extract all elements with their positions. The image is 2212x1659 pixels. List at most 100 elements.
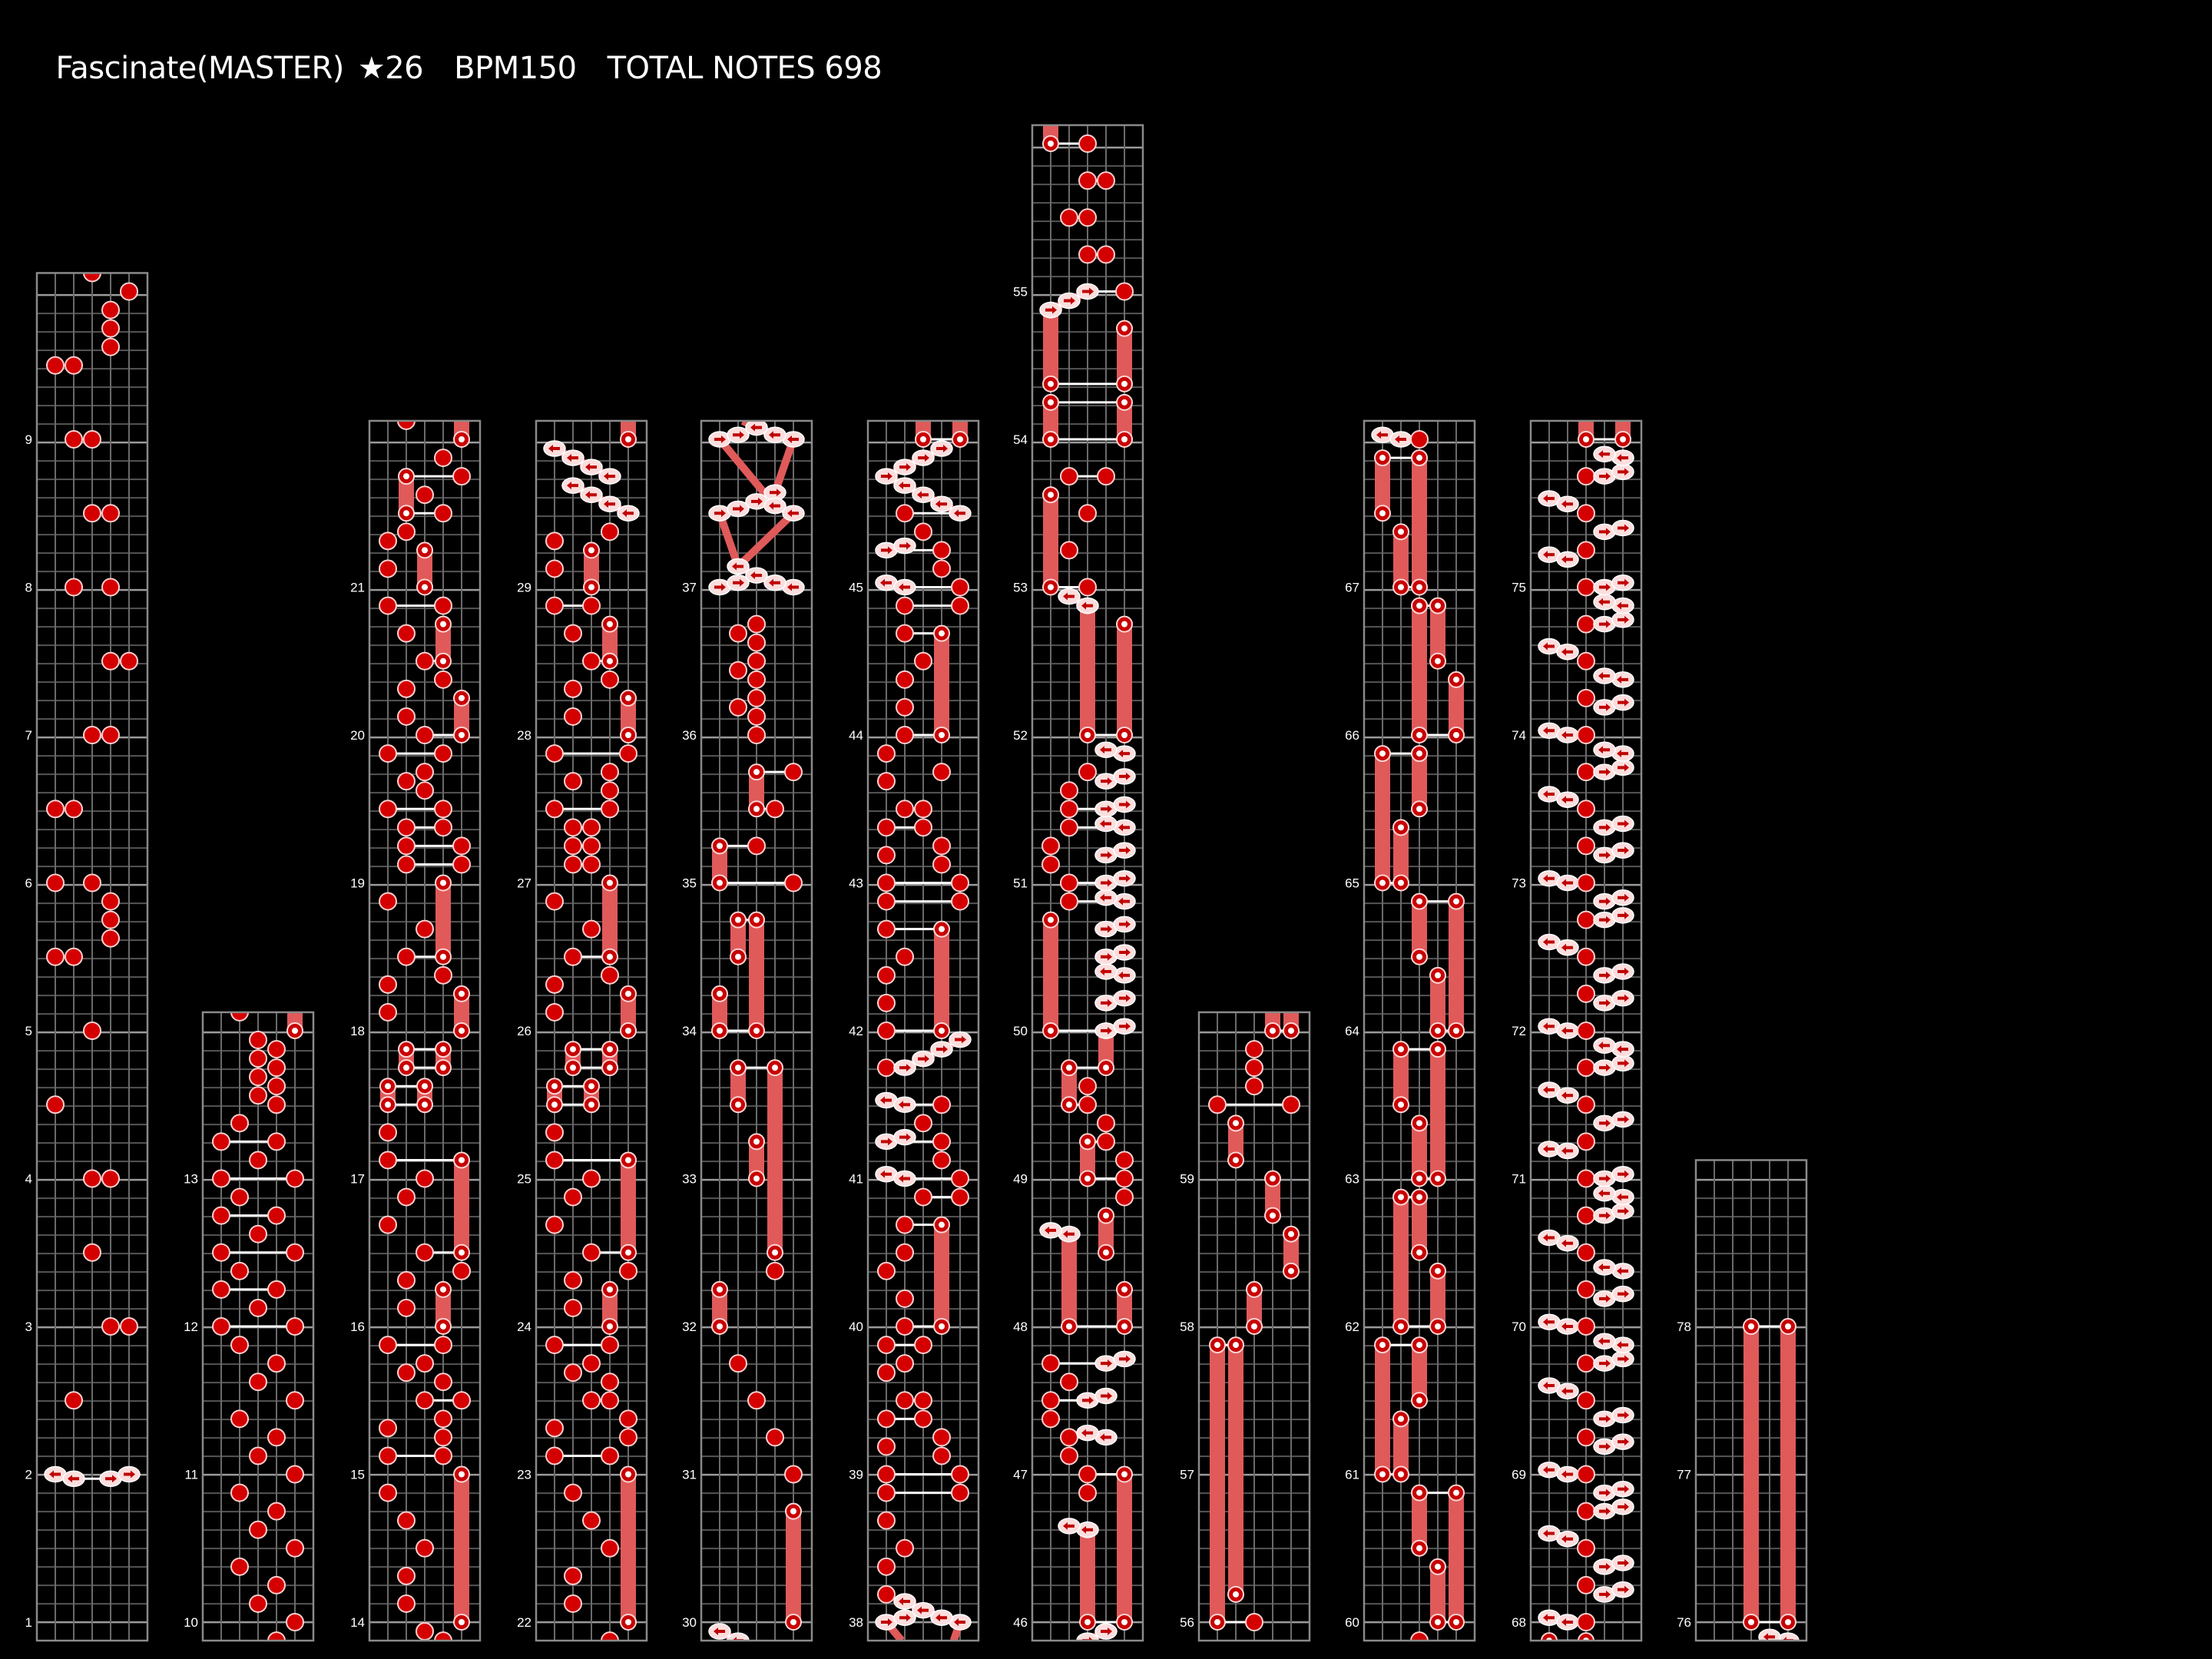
arrow-left-icon bbox=[769, 502, 780, 510]
tap-note bbox=[416, 726, 434, 744]
hold-end-center bbox=[588, 584, 594, 591]
tap-note bbox=[452, 467, 471, 486]
hold-end-center bbox=[1416, 1545, 1422, 1551]
arrow-left-icon bbox=[1100, 1433, 1111, 1442]
measure-number: 63 bbox=[1345, 1172, 1359, 1187]
tap-note bbox=[896, 947, 914, 966]
hold-end-center bbox=[1398, 584, 1404, 591]
measure-number: 62 bbox=[1345, 1320, 1359, 1334]
column-border bbox=[201, 1011, 315, 1642]
hold-end-center bbox=[939, 1323, 945, 1330]
tap-note bbox=[1078, 134, 1097, 153]
tap-note bbox=[267, 1095, 286, 1114]
hold-bar bbox=[621, 1160, 636, 1253]
arrow-left-icon bbox=[1561, 1470, 1573, 1479]
arrow-left-icon bbox=[1395, 435, 1406, 443]
tap-note bbox=[582, 1391, 601, 1410]
measure-number: 65 bbox=[1345, 876, 1359, 891]
arrow-right-icon bbox=[1618, 763, 1629, 772]
tap-note bbox=[1577, 763, 1595, 782]
hold-bar bbox=[1375, 1345, 1390, 1475]
hold-end-center bbox=[1214, 1619, 1220, 1625]
hold-bar bbox=[602, 1289, 618, 1326]
hold-end-center bbox=[625, 1619, 631, 1625]
arrow-left-icon bbox=[935, 500, 947, 508]
arrow-left-icon bbox=[1063, 1230, 1075, 1238]
tap-note bbox=[914, 1391, 932, 1410]
arrow-left-icon bbox=[1543, 642, 1555, 651]
hold-end-center bbox=[735, 1065, 741, 1071]
tap-note bbox=[83, 273, 101, 283]
hold-end-center bbox=[625, 1249, 631, 1256]
arrow-right-icon bbox=[1618, 968, 1629, 975]
measure-number: 55 bbox=[1013, 285, 1028, 300]
tap-note bbox=[397, 836, 416, 856]
tap-note bbox=[397, 1511, 416, 1530]
hold-end-center bbox=[1121, 399, 1128, 406]
tap-note bbox=[1577, 541, 1595, 560]
tap-note bbox=[46, 1095, 65, 1114]
tap-note bbox=[434, 965, 452, 985]
chart-header: Fascinate(MASTER) ★26 BPM150 TOTAL NOTES 69… bbox=[37, 15, 882, 86]
arrow-left-icon bbox=[68, 1475, 79, 1483]
arrow-right-icon bbox=[899, 1614, 911, 1622]
hold-bar bbox=[730, 919, 746, 957]
measure-number: 58 bbox=[1180, 1320, 1194, 1334]
hold-end-center bbox=[1785, 1619, 1791, 1625]
tap-note bbox=[914, 1336, 932, 1355]
hold-end-center bbox=[385, 1101, 391, 1108]
arrow-right-icon bbox=[124, 1470, 135, 1479]
slide-path bbox=[771, 438, 797, 494]
arrow-left-icon bbox=[1598, 1337, 1610, 1346]
hold-end-center bbox=[1121, 732, 1128, 738]
hold-end-center bbox=[1398, 879, 1404, 886]
arrow-left-icon bbox=[750, 571, 762, 580]
tap-note bbox=[601, 781, 619, 800]
tap-note bbox=[564, 836, 582, 856]
hold-end-center bbox=[1398, 528, 1404, 535]
hold-end-center bbox=[422, 1101, 428, 1108]
tap-note bbox=[1577, 1502, 1595, 1521]
tap-note bbox=[416, 1538, 434, 1558]
hold-bar bbox=[1393, 1049, 1409, 1105]
tap-note bbox=[397, 1298, 416, 1317]
tap-note bbox=[1060, 467, 1078, 486]
measure-number: 60 bbox=[1345, 1615, 1359, 1630]
tap-note bbox=[784, 1465, 803, 1484]
hold-end-center bbox=[459, 1249, 465, 1256]
tap-note bbox=[582, 1243, 601, 1262]
arrow-left-icon bbox=[1543, 1382, 1555, 1389]
column-border bbox=[1363, 419, 1476, 1642]
tap-note bbox=[1060, 800, 1078, 819]
tap-note bbox=[1060, 1373, 1078, 1392]
arrow-right-icon bbox=[1599, 768, 1611, 777]
tap-note bbox=[1577, 726, 1595, 744]
tap-note bbox=[1115, 282, 1134, 301]
measure-number: 6 bbox=[25, 876, 32, 891]
tap-note bbox=[101, 1317, 120, 1336]
tap-note bbox=[416, 1169, 434, 1188]
hold-end-center bbox=[717, 1286, 723, 1293]
hold-end-center bbox=[422, 1083, 428, 1090]
tap-note bbox=[230, 1336, 249, 1355]
tap-note bbox=[416, 781, 434, 800]
arrow-right-icon bbox=[1618, 1502, 1629, 1511]
arrow-right-icon bbox=[1618, 578, 1629, 587]
measure-number: 12 bbox=[184, 1320, 198, 1334]
hold-end-center bbox=[440, 1286, 446, 1293]
arrow-right-icon bbox=[1618, 846, 1629, 855]
arrow-right-icon bbox=[918, 1055, 929, 1063]
arrow-left-icon bbox=[732, 562, 743, 571]
tap-note bbox=[101, 1169, 120, 1188]
arrow-left-icon bbox=[1617, 1341, 1628, 1349]
tap-note bbox=[951, 1483, 969, 1502]
arrow-left-icon bbox=[1617, 1193, 1628, 1201]
arrow-left-icon bbox=[714, 1628, 725, 1636]
hold-bar bbox=[1117, 402, 1132, 439]
tap-note bbox=[951, 1465, 969, 1484]
arrow-left-icon bbox=[1561, 1147, 1573, 1155]
tap-note bbox=[267, 1354, 286, 1373]
arrow-left-icon bbox=[1561, 1323, 1573, 1330]
arrow-left-icon bbox=[604, 472, 615, 481]
measure-number: 15 bbox=[350, 1468, 365, 1482]
